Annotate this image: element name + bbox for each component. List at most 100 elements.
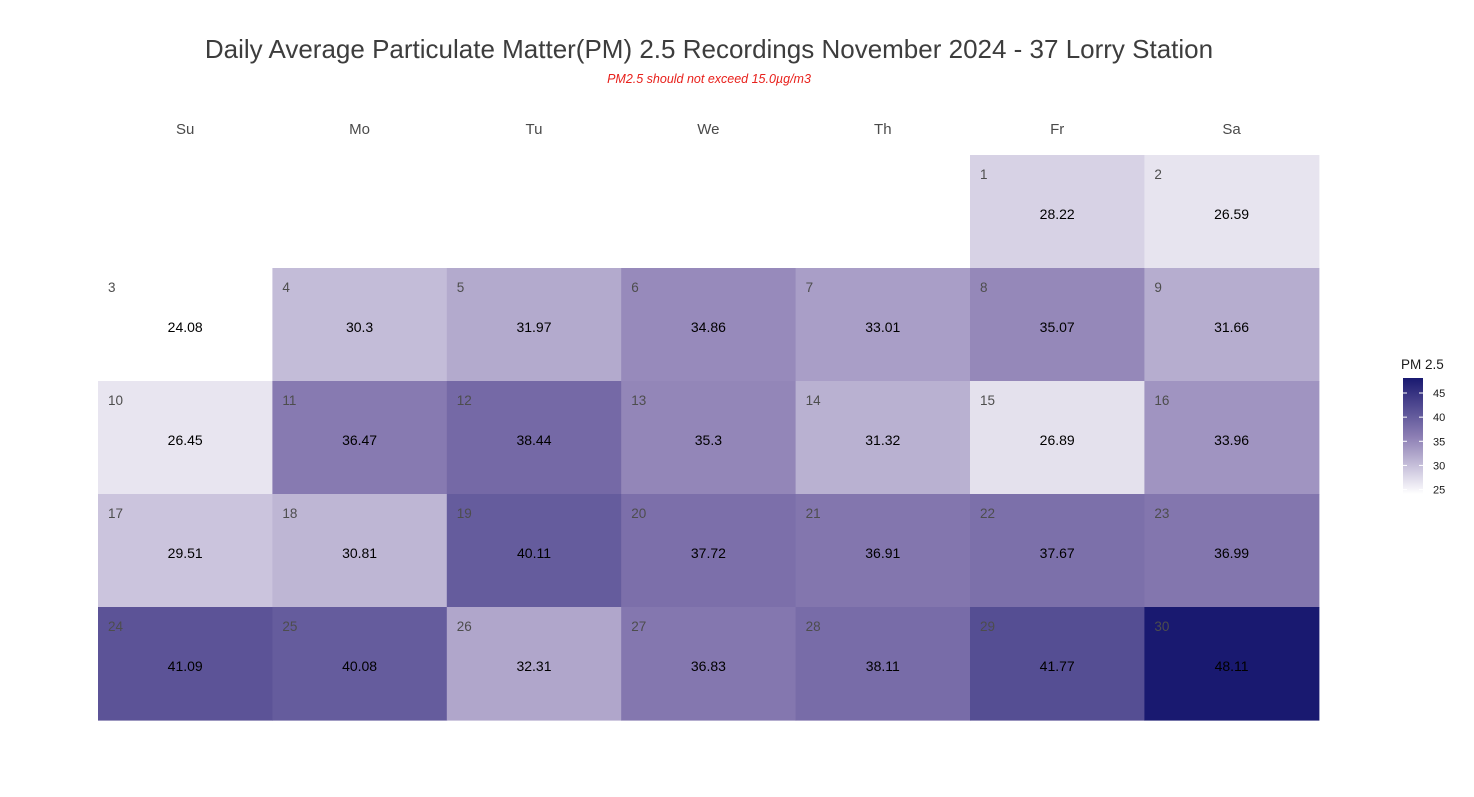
- day-cell-2: [1144, 155, 1320, 269]
- day-cell-5: [446, 268, 622, 382]
- day-number-10: 10: [108, 393, 123, 408]
- day-value-28: 38.11: [866, 658, 900, 674]
- weekday-label-sa: Sa: [1222, 121, 1241, 138]
- day-value-5: 31.97: [516, 319, 551, 335]
- day-cell-7: [795, 268, 971, 382]
- day-value-13: 35.3: [695, 432, 722, 448]
- weekday-label-su: Su: [176, 121, 194, 138]
- weekday-label-mo: Mo: [349, 121, 370, 138]
- day-value-30: 48.11: [1215, 658, 1249, 674]
- day-value-25: 40.08: [342, 658, 377, 674]
- day-value-3: 24.08: [168, 319, 203, 335]
- day-value-21: 36.91: [865, 545, 900, 561]
- day-value-11: 36.47: [342, 432, 377, 448]
- legend-tick-label-25: 25: [1433, 485, 1445, 497]
- calendar-grid: 1 28.22 2 26.59 3 24.08 4 30.3 5 31.97 6 34.86 7 33.0…: [98, 155, 1320, 721]
- day-value-26: 32.31: [516, 658, 551, 674]
- day-value-22: 37.67: [1040, 545, 1075, 561]
- weekday-label-we: We: [697, 121, 719, 138]
- day-number-4: 4: [282, 280, 290, 295]
- day-value-29: 41.77: [1040, 658, 1075, 674]
- day-number-11: 11: [282, 393, 296, 408]
- day-value-23: 36.99: [1214, 545, 1249, 561]
- weekday-label-tu: Tu: [526, 121, 543, 138]
- weekday-header-row: Su Mo Tu We Th Fr Sa: [176, 121, 1241, 138]
- day-value-27: 36.83: [691, 658, 726, 674]
- day-value-17: 29.51: [168, 545, 203, 561]
- day-number-5: 5: [457, 280, 465, 295]
- day-cell-22: [970, 494, 1145, 608]
- day-cell-13: [621, 381, 797, 495]
- legend-title: PM 2.5: [1401, 357, 1444, 372]
- day-cell-8: [970, 268, 1145, 382]
- day-number-3: 3: [108, 280, 116, 295]
- day-number-8: 8: [980, 280, 988, 295]
- day-cell-19: [446, 494, 622, 608]
- day-cell-29: [970, 607, 1145, 721]
- day-number-6: 6: [631, 280, 639, 295]
- color-legend: PM 2.5 25 30 35 40 45: [1401, 357, 1445, 497]
- day-number-16: 16: [1154, 393, 1169, 408]
- day-cell-16: [1144, 381, 1320, 495]
- day-cell-12: [446, 381, 622, 495]
- weekday-label-th: Th: [874, 121, 892, 138]
- day-number-19: 19: [457, 506, 472, 521]
- day-number-12: 12: [457, 393, 472, 408]
- day-number-28: 28: [806, 619, 821, 634]
- day-value-14: 31.32: [865, 432, 900, 448]
- day-cell-30: [1144, 607, 1320, 721]
- day-number-17: 17: [108, 506, 123, 521]
- day-number-20: 20: [631, 506, 646, 521]
- day-cell-25: [272, 607, 448, 721]
- day-number-30: 30: [1154, 619, 1169, 634]
- day-cell-14: [795, 381, 971, 495]
- day-value-8: 35.07: [1040, 319, 1075, 335]
- day-number-27: 27: [631, 619, 646, 634]
- day-number-13: 13: [631, 393, 646, 408]
- day-cell-3: [98, 268, 273, 382]
- chart-title: Daily Average Particulate Matter(PM) 2.5…: [205, 34, 1213, 64]
- day-cell-9: [1144, 268, 1320, 382]
- weekday-label-fr: Fr: [1050, 121, 1064, 138]
- day-cell-20: [621, 494, 797, 608]
- day-cell-28: [795, 607, 971, 721]
- chart-subtitle: PM2.5 should not exceed 15.0µg/m3: [607, 72, 811, 86]
- day-cell-17: [98, 494, 273, 608]
- day-value-2: 26.59: [1214, 206, 1249, 222]
- day-value-15: 26.89: [1040, 432, 1075, 448]
- legend-color-bar: [1403, 378, 1423, 494]
- day-number-24: 24: [108, 619, 124, 634]
- legend-tick-label-35: 35: [1433, 436, 1445, 448]
- day-cell-11: [272, 381, 448, 495]
- day-number-23: 23: [1154, 506, 1169, 521]
- legend-tick-label-30: 30: [1433, 460, 1445, 472]
- day-number-15: 15: [980, 393, 995, 408]
- day-value-18: 30.81: [342, 545, 377, 561]
- day-cell-15: [970, 381, 1145, 495]
- day-number-26: 26: [457, 619, 472, 634]
- day-cell-26: [446, 607, 622, 721]
- day-cell-6: [621, 268, 797, 382]
- day-cell-4: [272, 268, 448, 382]
- day-value-19: 40.11: [517, 545, 551, 561]
- day-cell-21: [795, 494, 971, 608]
- day-value-9: 31.66: [1214, 319, 1249, 335]
- day-value-4: 30.3: [346, 319, 373, 335]
- day-number-2: 2: [1154, 167, 1162, 182]
- day-cell-18: [272, 494, 448, 608]
- day-number-22: 22: [980, 506, 995, 521]
- day-number-29: 29: [980, 619, 995, 634]
- day-number-25: 25: [282, 619, 297, 634]
- day-value-16: 33.96: [1214, 432, 1249, 448]
- day-cell-24: [98, 607, 273, 721]
- day-cell-27: [621, 607, 797, 721]
- day-value-6: 34.86: [691, 319, 726, 335]
- day-number-7: 7: [806, 280, 814, 295]
- day-value-1: 28.22: [1040, 206, 1075, 222]
- legend-tick-label-45: 45: [1433, 388, 1445, 400]
- day-value-20: 37.72: [691, 545, 726, 561]
- day-cell-1: [970, 155, 1145, 269]
- day-number-18: 18: [282, 506, 297, 521]
- day-value-10: 26.45: [168, 432, 203, 448]
